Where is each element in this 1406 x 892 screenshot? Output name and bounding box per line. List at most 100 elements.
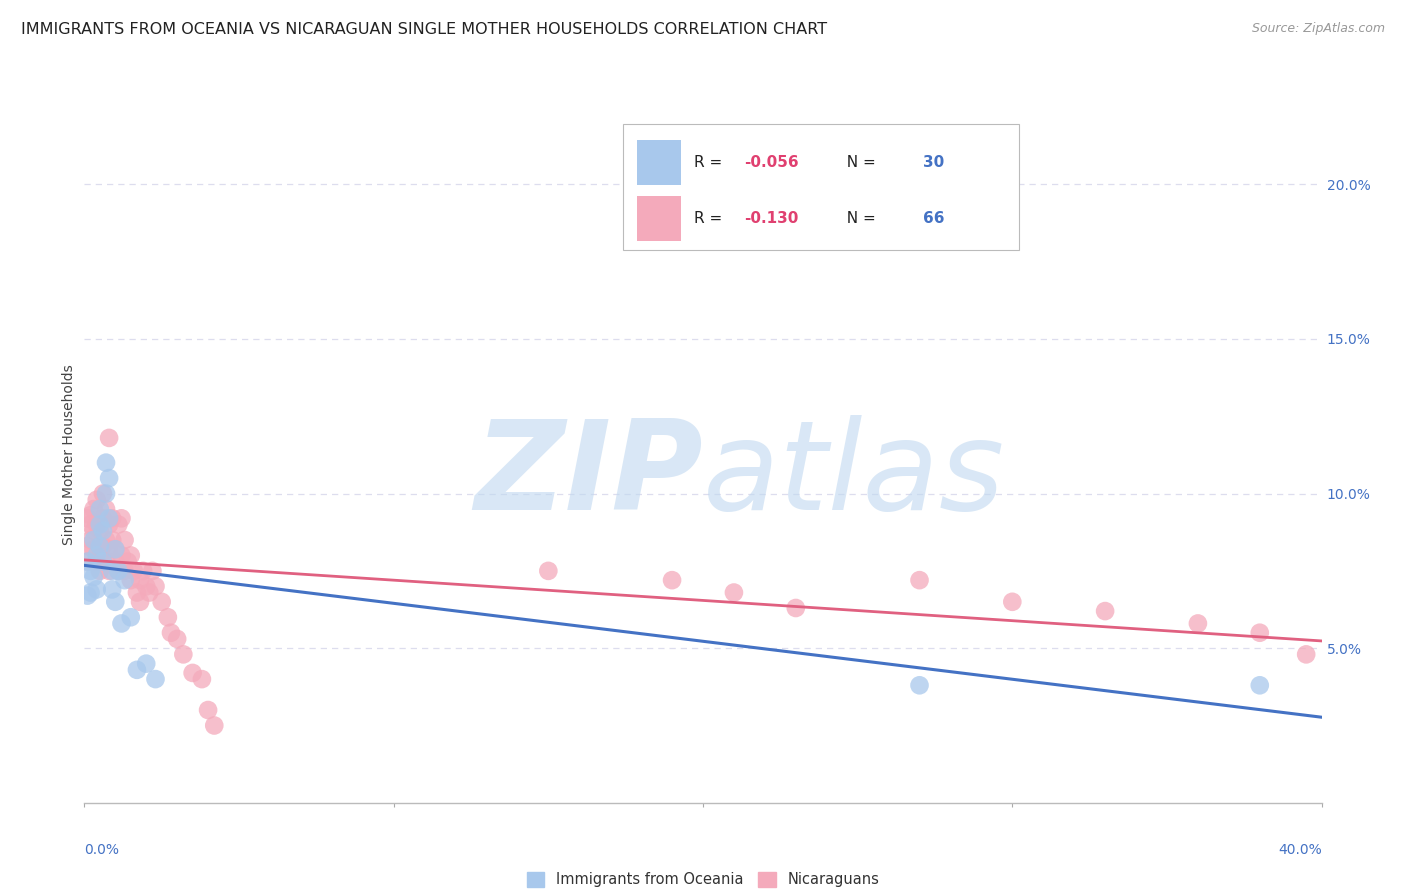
Point [125, 663, 148, 677]
Point [1001, 595, 1024, 609]
Point [83, 542, 105, 557]
Point [114, 564, 136, 578]
Point [1295, 648, 1317, 662]
Point [89, 549, 111, 563]
Y-axis label: Single Mother Households: Single Mother Households [62, 365, 76, 545]
Point [785, 601, 807, 615]
Point [129, 595, 152, 609]
Text: -0.056: -0.056 [744, 155, 799, 170]
Point [89, 564, 111, 578]
Point [537, 564, 560, 578]
Point [661, 573, 683, 587]
Point [117, 555, 139, 569]
Text: IMMIGRANTS FROM OCEANIA VS NICARAGUAN SINGLE MOTHER HOUSEHOLDS CORRELATION CHART: IMMIGRANTS FROM OCEANIA VS NICARAGUAN SI… [21, 22, 827, 37]
Point [104, 542, 127, 557]
FancyBboxPatch shape [637, 195, 681, 241]
Point [98, 564, 121, 578]
FancyBboxPatch shape [623, 125, 1018, 250]
Point [76, 539, 98, 553]
Point [98, 542, 121, 557]
Text: N =: N = [837, 211, 880, 226]
Point [1187, 616, 1209, 631]
Point [107, 517, 129, 532]
Point [135, 657, 157, 671]
Point [107, 564, 129, 578]
Point [83, 570, 105, 584]
Point [89, 502, 111, 516]
Text: 66: 66 [924, 211, 945, 226]
Point [94, 502, 117, 516]
Point [191, 672, 214, 686]
Point [86, 549, 108, 563]
Point [91, 511, 114, 525]
Text: 0.0%: 0.0% [84, 843, 120, 857]
Point [76, 555, 98, 569]
Point [181, 665, 204, 680]
Point [98, 471, 121, 485]
Point [94, 486, 117, 500]
FancyBboxPatch shape [637, 140, 681, 186]
Text: R =: R = [695, 211, 733, 226]
Text: R =: R = [695, 155, 727, 170]
Text: 40.0%: 40.0% [1278, 843, 1322, 857]
Point [83, 502, 105, 516]
Point [145, 579, 167, 593]
Point [76, 589, 98, 603]
Point [156, 610, 179, 624]
Point [1094, 604, 1116, 618]
Point [83, 533, 105, 547]
Point [79, 533, 101, 547]
Point [1249, 625, 1271, 640]
Point [79, 585, 101, 599]
Point [138, 585, 160, 599]
Point [101, 511, 124, 525]
Point [98, 511, 121, 525]
Point [101, 564, 124, 578]
Point [79, 508, 101, 523]
Point [197, 703, 219, 717]
Point [79, 517, 101, 532]
Point [145, 672, 167, 686]
Point [79, 564, 101, 578]
Legend: Immigrants from Oceania, Nicaraguans: Immigrants from Oceania, Nicaraguans [522, 866, 884, 892]
Point [908, 573, 931, 587]
Point [150, 595, 173, 609]
Point [1249, 678, 1271, 692]
Point [120, 573, 142, 587]
Point [141, 564, 163, 578]
Point [86, 492, 108, 507]
Point [98, 517, 121, 532]
Point [91, 486, 114, 500]
Point [91, 555, 114, 569]
Point [110, 549, 132, 563]
Point [89, 539, 111, 553]
Point [94, 456, 117, 470]
Point [202, 718, 225, 732]
Point [132, 564, 155, 578]
Point [76, 555, 98, 569]
Point [98, 431, 121, 445]
Text: -0.130: -0.130 [744, 211, 799, 226]
Text: N =: N = [837, 155, 880, 170]
Text: 30: 30 [924, 155, 945, 170]
Text: ZIP: ZIP [474, 416, 703, 536]
Point [723, 585, 745, 599]
Point [166, 632, 188, 646]
Text: Source: ZipAtlas.com: Source: ZipAtlas.com [1251, 22, 1385, 36]
Point [101, 533, 124, 547]
Point [104, 542, 127, 557]
Point [76, 511, 98, 525]
Point [91, 524, 114, 538]
Point [86, 517, 108, 532]
Point [114, 533, 136, 547]
Point [120, 549, 142, 563]
Point [135, 579, 157, 593]
Point [101, 582, 124, 597]
Point [908, 678, 931, 692]
Point [89, 517, 111, 532]
Point [91, 539, 114, 553]
Point [104, 595, 127, 609]
Point [110, 511, 132, 525]
Point [114, 573, 136, 587]
Point [104, 555, 127, 569]
